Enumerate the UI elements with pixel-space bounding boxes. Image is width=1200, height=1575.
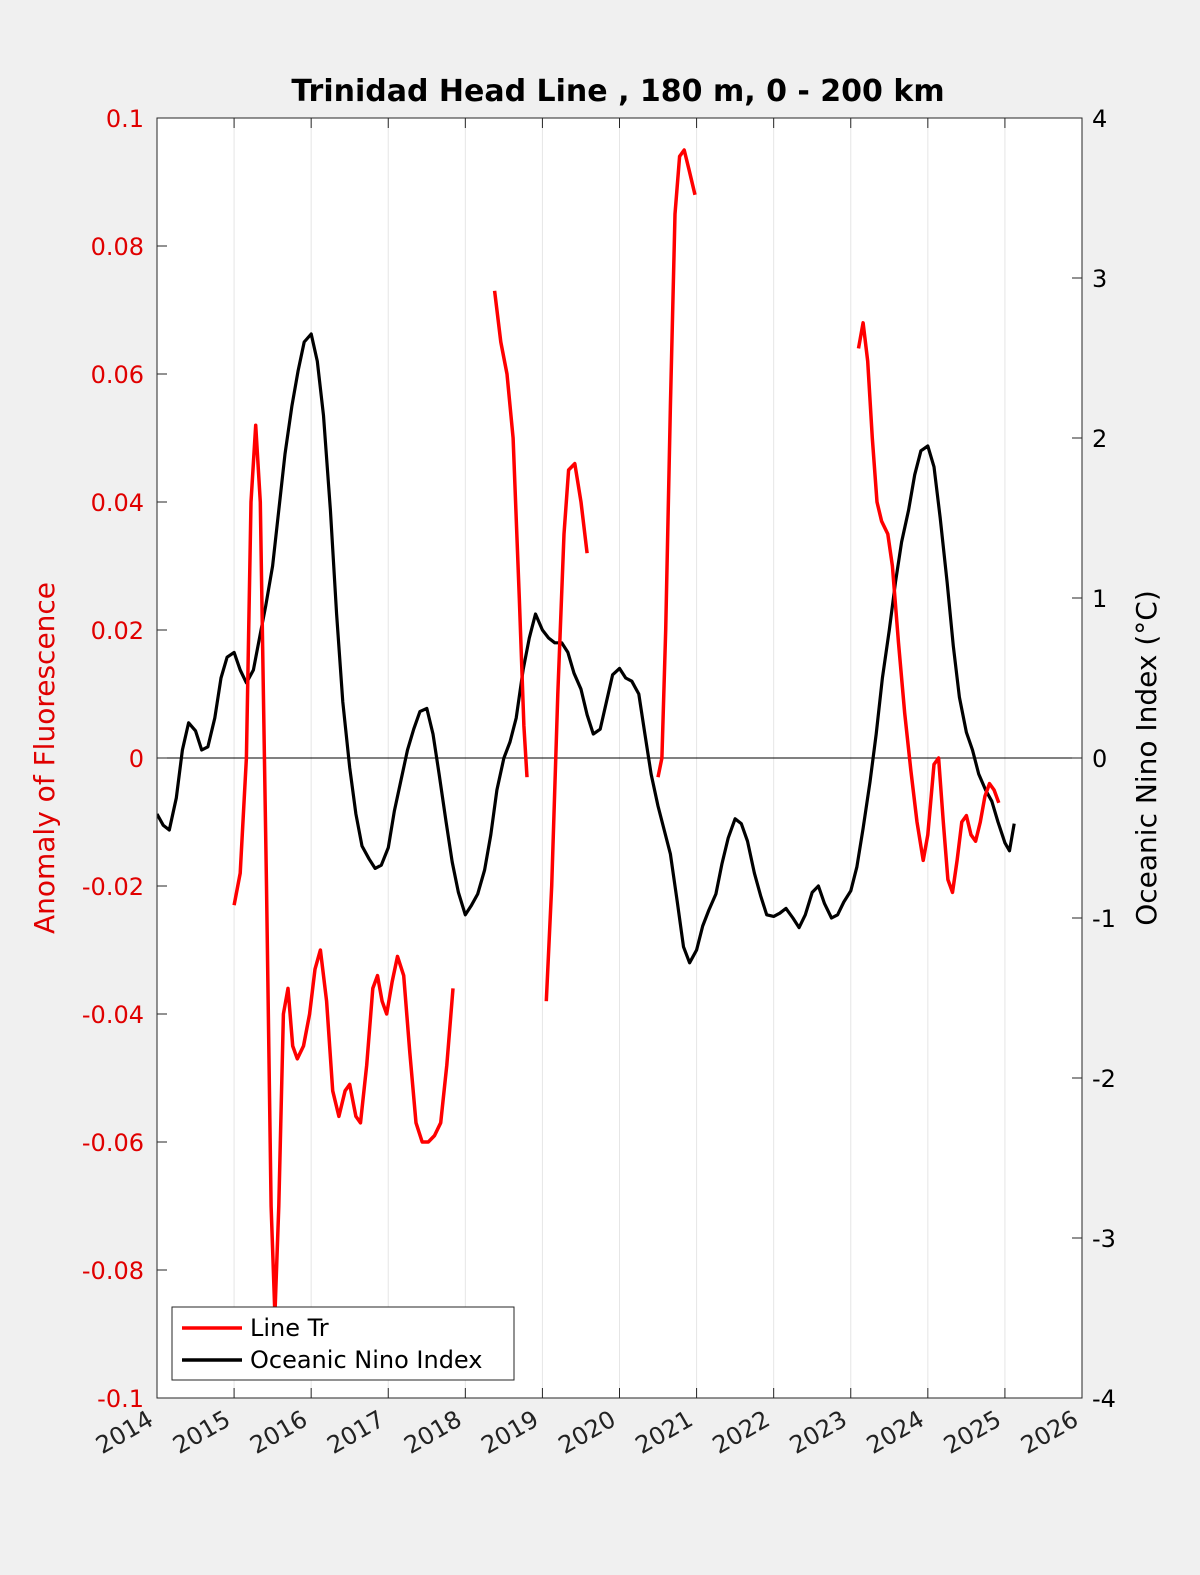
y-right-tick-label: 4	[1092, 105, 1107, 133]
y-left-tick-label: 0.1	[106, 105, 144, 133]
y-right-tick-label: 3	[1092, 265, 1107, 293]
series-line-line-tr-segment-5	[856, 321, 1001, 895]
y-left-tick-label: 0.06	[91, 361, 144, 389]
series-line-line-tr-segment-1	[232, 423, 455, 1317]
y-left-tick-label: 0.04	[91, 489, 144, 517]
y-right-tick-labels: -4 -3 -2 -1 0 1 2 3 4	[1092, 105, 1116, 1413]
y-right-tick-label: -2	[1092, 1065, 1116, 1093]
y-right-tick-label: 1	[1092, 585, 1107, 613]
y-left-tick-label: -0.02	[82, 873, 144, 901]
legend: Line Tr Oceanic Nino Index	[171, 1306, 515, 1381]
chart-title: Trinidad Head Line , 180 m, 0 - 200 km	[291, 74, 944, 109]
y-left-tick-label: -0.06	[82, 1129, 144, 1157]
y-left-tick-label: 0.08	[91, 233, 144, 261]
y-right-axis-label: Oceanic Nino Index (°C)	[1130, 590, 1163, 926]
y-left-tick-label: 0	[129, 745, 144, 773]
legend-box	[171, 1306, 515, 1381]
y-left-axis-label: Anomaly of Fluorescence	[28, 582, 61, 934]
series-line-line-tr-segment-3	[544, 461, 589, 1002]
legend-label-line-tr: Line Tr	[250, 1314, 329, 1342]
series-layer	[157, 148, 1016, 1317]
y-left-tick-labels: -0.1 -0.08 -0.06 -0.04 -0.02 0 0.02 0.04 0.06 0.0…	[82, 105, 144, 1413]
y-right-tick-label: 0	[1092, 745, 1107, 773]
series-line-line-tr-segment-2	[492, 290, 529, 778]
y-right-tick-label: -4	[1092, 1385, 1116, 1413]
series-line-oceanic-nino-index	[157, 332, 1016, 965]
y-left-tick-label: 0.02	[91, 617, 144, 645]
y-right-tick-label: -3	[1092, 1225, 1116, 1253]
y-right-tick-label: -1	[1092, 905, 1116, 933]
y-left-tick-label: -0.08	[82, 1257, 144, 1285]
legend-label-oni: Oceanic Nino Index	[250, 1346, 482, 1374]
y-left-tick-label: -0.1	[97, 1385, 144, 1413]
axis-ticks	[156, 117, 1083, 1399]
y-right-tick-label: 2	[1092, 425, 1107, 453]
y-left-tick-label: -0.04	[82, 1001, 144, 1029]
series-line-line-tr-segment-4	[656, 148, 697, 778]
